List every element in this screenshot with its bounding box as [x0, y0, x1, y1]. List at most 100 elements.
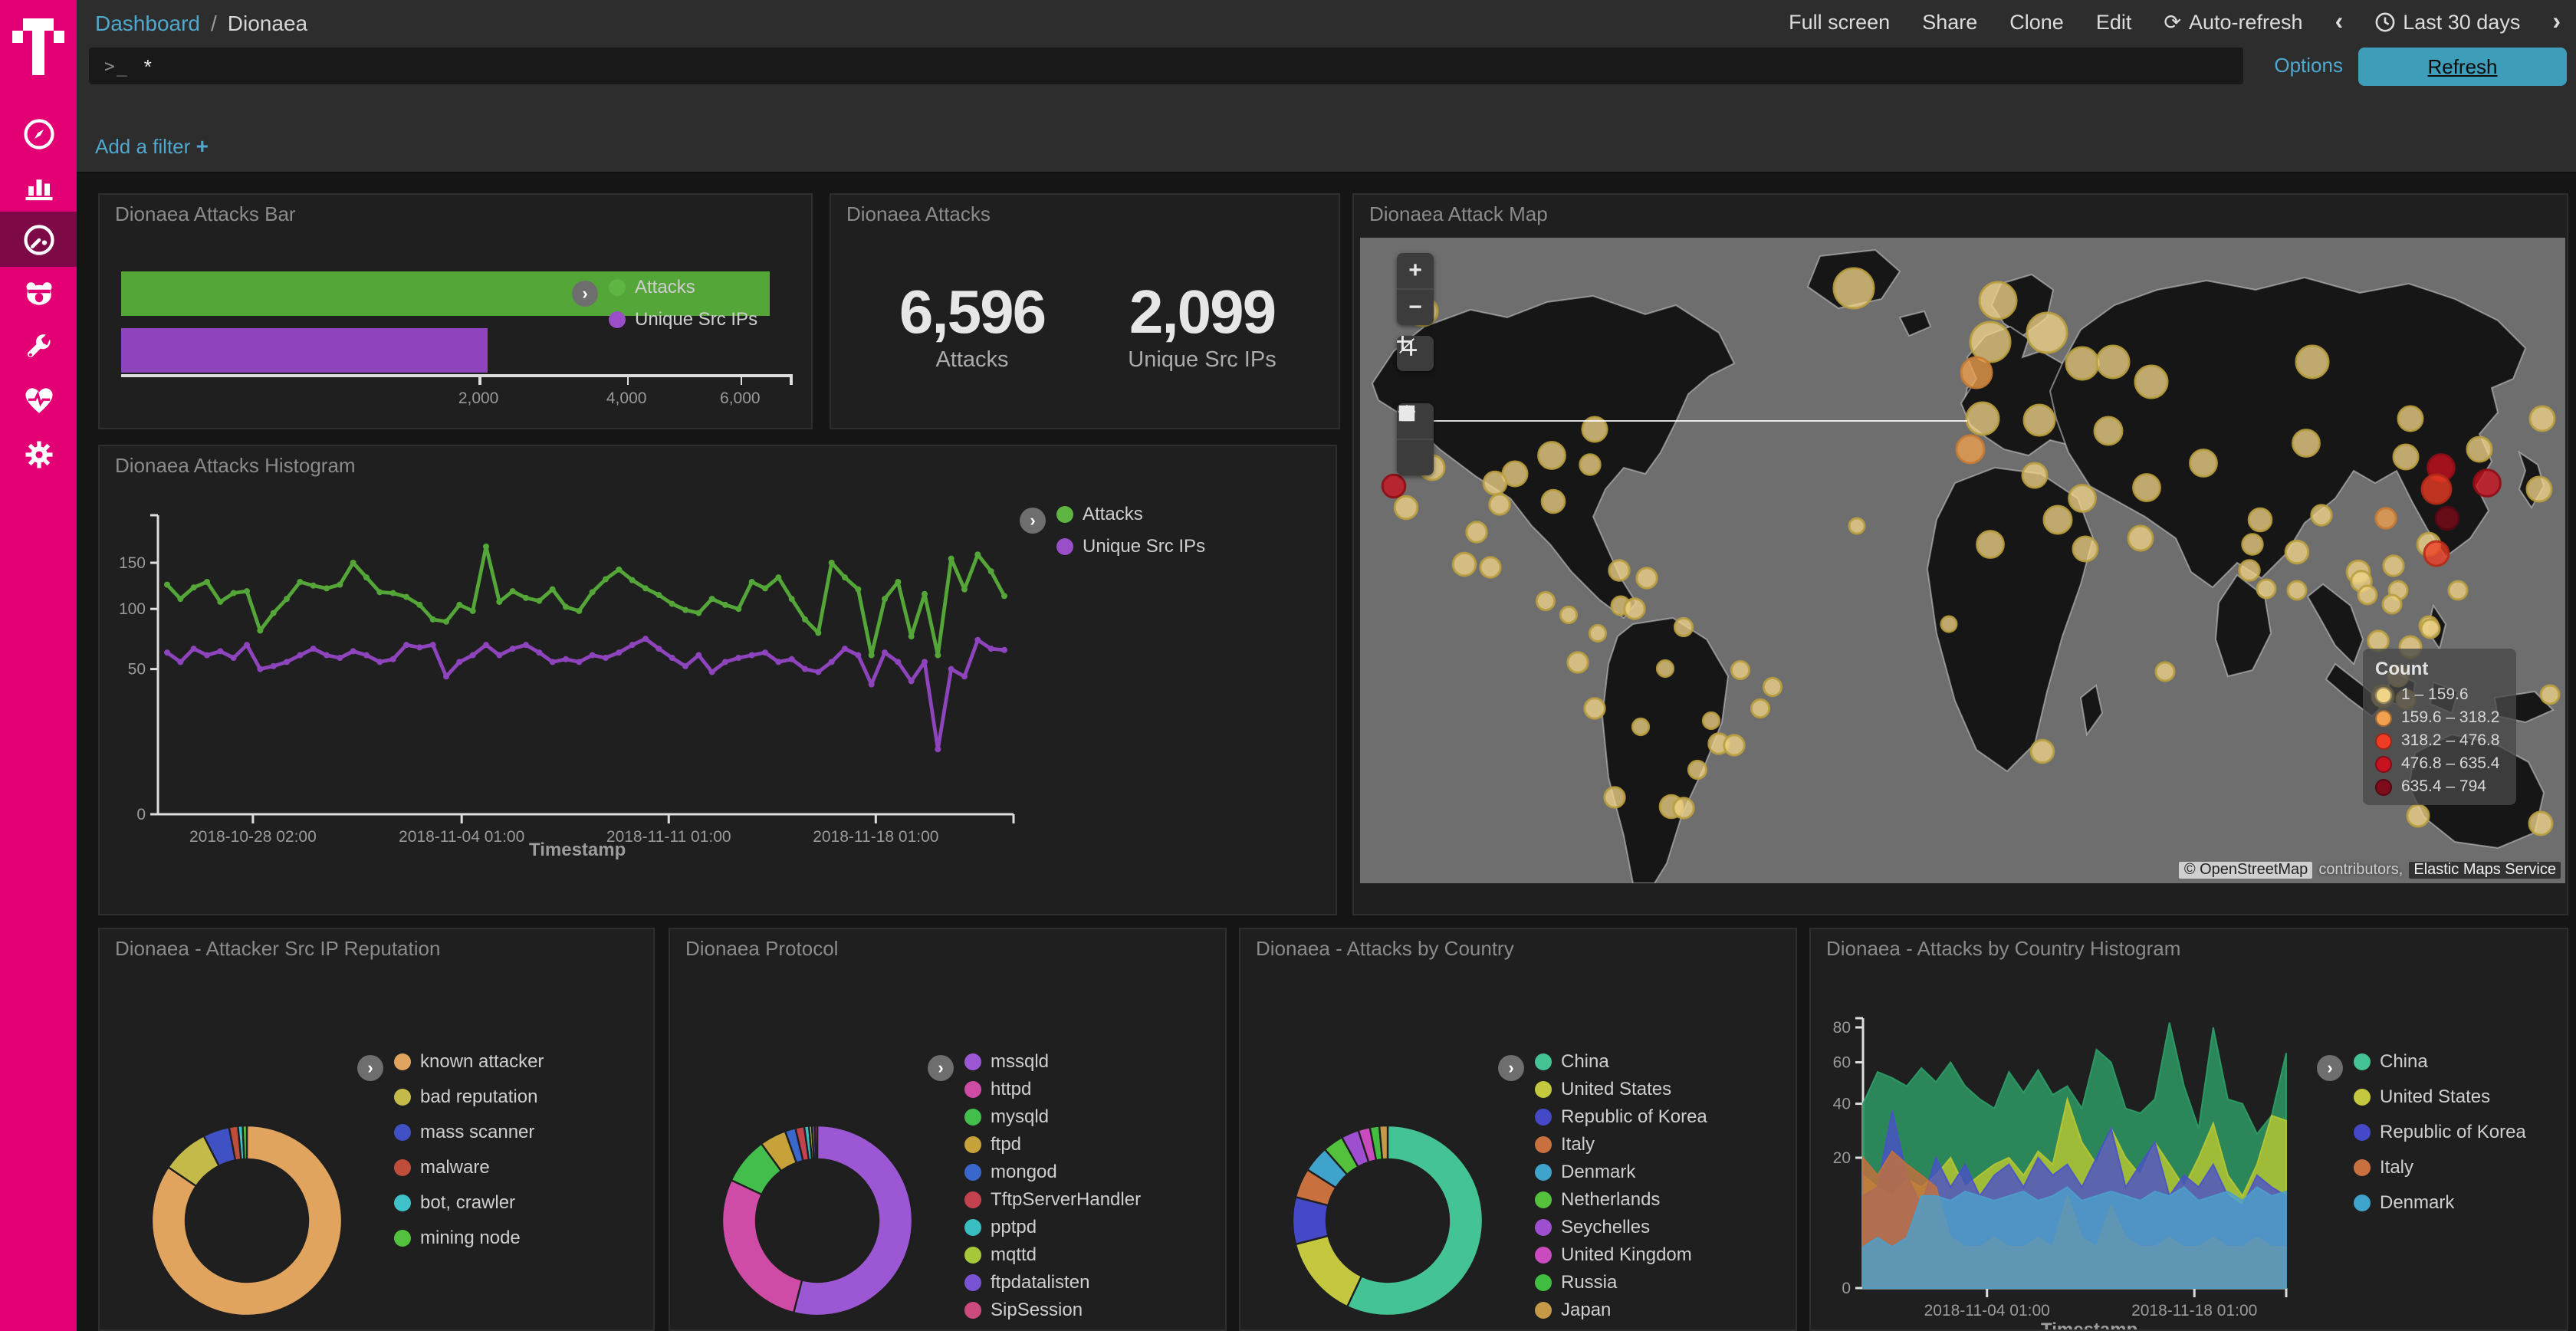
- sidebar-item-dashboard[interactable]: [0, 212, 77, 267]
- crop-icon: [1397, 336, 1417, 356]
- legend-item[interactable]: mining node: [394, 1227, 544, 1248]
- legend-toggle-icon[interactable]: ›: [1498, 1055, 1524, 1081]
- legend-label: Denmark: [1561, 1161, 1636, 1182]
- legend-item[interactable]: United Kingdom: [1535, 1244, 1707, 1265]
- legend-item[interactable]: TftpServerHandler: [964, 1188, 1141, 1210]
- add-filter-button[interactable]: Add a filter +: [95, 133, 209, 158]
- refresh-button[interactable]: Refresh: [2358, 48, 2567, 86]
- draw-rectangle-button[interactable]: [1397, 405, 1434, 475]
- legend-item[interactable]: known attacker: [394, 1050, 544, 1072]
- time-range-picker[interactable]: Last 30 days: [2375, 11, 2520, 34]
- legend-item[interactable]: malware: [394, 1156, 544, 1178]
- legend-item[interactable]: mass scanner: [394, 1121, 544, 1142]
- clone-button[interactable]: Clone: [2009, 11, 2064, 34]
- legend-item[interactable]: Attacks: [1056, 503, 1205, 524]
- legend-item[interactable]: mysqld: [964, 1106, 1141, 1127]
- legend-item[interactable]: Italy: [1535, 1133, 1707, 1155]
- legend-item[interactable]: Denmark: [1535, 1161, 1707, 1182]
- legend-toggle-icon[interactable]: ›: [928, 1055, 954, 1081]
- legend-item[interactable]: Japan: [1535, 1299, 1707, 1320]
- legend-item[interactable]: Italy: [2354, 1156, 2526, 1178]
- legend-item[interactable]: United States: [1535, 1078, 1707, 1099]
- legend-item[interactable]: Denmark: [2354, 1191, 2526, 1213]
- zoom-out-button[interactable]: −: [1397, 288, 1434, 325]
- gauge-icon: [23, 224, 54, 255]
- legend-item[interactable]: Attacks: [609, 276, 757, 297]
- ems-attribution-link[interactable]: Elastic Maps Service: [2409, 862, 2561, 879]
- legend-item[interactable]: bad reputation: [394, 1086, 544, 1107]
- share-button[interactable]: Share: [1922, 11, 1978, 34]
- sidebar-item-visualize[interactable]: [0, 158, 77, 213]
- sidebar-item-monitoring[interactable]: [0, 373, 77, 428]
- legend-item[interactable]: Unique Src IPs: [1056, 535, 1205, 557]
- auto-refresh-button[interactable]: ⟳ Auto-refresh: [2164, 10, 2303, 34]
- legend-item[interactable]: China: [2354, 1050, 2526, 1072]
- legend-item[interactable]: mongod: [964, 1161, 1141, 1182]
- legend-label: Denmark: [2380, 1191, 2455, 1213]
- full-screen-button[interactable]: Full screen: [1789, 11, 1891, 34]
- legend-toggle-icon[interactable]: ›: [572, 281, 598, 307]
- console-prompt-icon: >_: [104, 55, 129, 77]
- country-donut-chart: [1291, 1124, 1484, 1317]
- sidebar-item-management[interactable]: [0, 426, 77, 481]
- refresh-cycle-icon: ⟳: [2164, 10, 2181, 33]
- legend-color-dot: [1535, 1163, 1552, 1180]
- legend-label: Netherlands: [1561, 1188, 1661, 1210]
- sidebar-item-dev-tools[interactable]: [0, 319, 77, 374]
- legend-item[interactable]: httpd: [964, 1078, 1141, 1099]
- legend-item[interactable]: United States: [2354, 1086, 2526, 1107]
- legend-item[interactable]: ftpd: [964, 1133, 1141, 1155]
- breadcrumb-dashboard-link[interactable]: Dashboard: [95, 10, 200, 35]
- legend-item[interactable]: Seychelles: [1535, 1216, 1707, 1237]
- legend-color-dot: [394, 1229, 411, 1246]
- compass-icon: [23, 118, 54, 149]
- app-sidebar: [0, 0, 77, 1331]
- legend-label: China: [2380, 1050, 2428, 1072]
- zoom-in-button[interactable]: +: [1408, 258, 1422, 284]
- legend-label: mass scanner: [420, 1121, 535, 1142]
- x-axis-label: Timestamp: [2041, 1319, 2138, 1331]
- search-input[interactable]: >_ *: [89, 48, 2243, 84]
- legend-toggle-icon[interactable]: ›: [1020, 508, 1046, 534]
- legend-label: mssqld: [991, 1050, 1050, 1072]
- dashboard-grid: Dionaea Attacks Bar 2,000 4,000 6,000 › At…: [77, 173, 2576, 1331]
- legend-color-dot: [964, 1273, 981, 1290]
- legend-item[interactable]: pptpd: [964, 1216, 1141, 1237]
- time-back-button[interactable]: ‹: [2334, 8, 2344, 35]
- rectangle-icon: [1398, 405, 1415, 422]
- legend-item[interactable]: Russia: [1535, 1271, 1707, 1293]
- legend-item[interactable]: bot, crawler: [394, 1191, 544, 1213]
- legend-label: Republic of Korea: [2380, 1121, 2526, 1142]
- panel-src-ip-reputation: Dionaea - Attacker Src IP Reputation › k…: [98, 928, 655, 1331]
- svg-text:150: 150: [119, 554, 146, 572]
- legend-item[interactable]: ftpdatalisten: [964, 1271, 1141, 1293]
- legend-color-dot: [394, 1158, 411, 1175]
- fit-bounds-button[interactable]: [1397, 336, 1434, 371]
- world-map[interactable]: + − Count: [1360, 238, 2565, 883]
- legend-item[interactable]: mssqld: [964, 1050, 1141, 1072]
- legend-color-dot: [964, 1301, 981, 1318]
- legend-item[interactable]: Unique Src IPs: [609, 308, 757, 330]
- svg-text:20: 20: [1833, 1149, 1851, 1167]
- legend-item[interactable]: Republic of Korea: [1535, 1106, 1707, 1127]
- osm-attribution-link[interactable]: © OpenStreetMap: [2179, 862, 2313, 879]
- legend-toggle-icon[interactable]: ›: [357, 1055, 383, 1081]
- reputation-donut-chart: [150, 1124, 343, 1317]
- sidebar-item-honeypot[interactable]: [0, 265, 77, 320]
- panel-protocol: Dionaea Protocol › mssqld httpd mysqld ftpd…: [669, 928, 1227, 1331]
- legend-item[interactable]: China: [1535, 1050, 1707, 1072]
- legend-item[interactable]: mqttd: [964, 1244, 1141, 1265]
- time-forward-button[interactable]: ›: [2552, 8, 2561, 35]
- legend-item[interactable]: SipSession: [964, 1299, 1141, 1320]
- sidebar-item-discover[interactable]: [0, 106, 77, 161]
- edit-button[interactable]: Edit: [2095, 11, 2132, 34]
- legend-toggle-icon[interactable]: ›: [2317, 1055, 2343, 1081]
- legend-color-dot: [1535, 1218, 1552, 1235]
- legend-item[interactable]: Republic of Korea: [2354, 1121, 2526, 1142]
- options-link[interactable]: Options: [2274, 54, 2343, 77]
- metric-value: 2,099: [1129, 279, 1276, 347]
- legend-item[interactable]: Netherlands: [1535, 1188, 1707, 1210]
- chart-legend: Attacks Unique Src IPs: [1056, 503, 1205, 557]
- panel-title: Dionaea Protocol: [685, 937, 839, 960]
